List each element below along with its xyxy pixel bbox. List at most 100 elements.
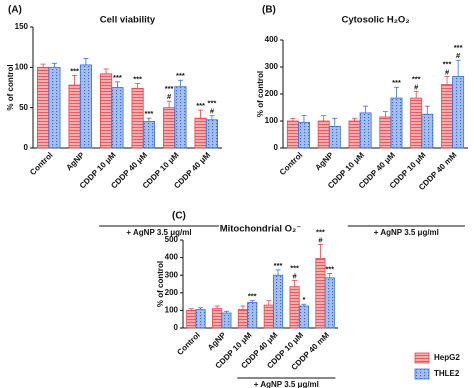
x-tick-label: Control [28,151,54,177]
y-tick-label: 300 [265,62,279,71]
bar [359,112,372,149]
legend-label: HepG2 [434,353,460,362]
panel-label: (B) [262,5,276,16]
bar [221,312,232,329]
bar [100,73,113,149]
bar [186,309,197,329]
chart-title: Cell viability [100,15,156,26]
y-tick-label: 0 [174,323,179,332]
error-bar [209,115,215,120]
significance-label: *** [196,101,205,110]
error-bar [240,305,246,310]
significance-label: # [167,92,172,101]
error-bar [352,117,358,121]
significance-label: *** [133,74,142,83]
error-bar [444,76,450,85]
error-bar [332,117,338,127]
group-label: + AgNP 3.5 μg/ml [126,228,191,237]
error-bar [72,75,78,86]
y-tick-label: 400 [165,253,179,262]
significance-label: *** [392,78,401,87]
error-bar [83,58,89,65]
significance-label: *** [412,74,421,83]
significance-label: *** [454,43,463,52]
error-bar [327,273,333,278]
bar [68,84,81,149]
error-bar [177,79,183,87]
bar [111,87,124,149]
significance-label: # [318,235,323,244]
error-bar [321,115,327,121]
significance-label: *** [443,59,452,68]
significance-label: *** [248,292,257,301]
y-tick-label: 150 [15,22,29,31]
y-tick-label: 100 [15,62,29,71]
bar [441,84,453,149]
error-bar [135,83,141,89]
significance-label: # [456,51,461,60]
y-tick-label: 300 [165,270,179,279]
bar [298,305,309,329]
group-label: + AgNP 3.5 μg/ml [374,228,439,237]
significance-label: # [445,67,450,76]
bar [348,120,361,149]
bar [390,97,403,149]
bar [194,117,207,149]
significance-label: *** [113,73,122,82]
y-tick-label: 0 [24,143,29,152]
y-tick-label: 50 [19,103,28,112]
bar [205,119,218,149]
significance-label: *** [145,109,154,118]
error-bar [103,68,109,74]
x-tick-label: AgNP [313,150,335,172]
bar [195,309,206,329]
error-bar [301,115,307,123]
bar [273,274,284,329]
error-bar [301,303,307,306]
bar [163,107,176,149]
error-bar [51,62,57,68]
bar [379,116,392,149]
significance-label: # [293,271,298,280]
error-bar [146,117,152,122]
error-bar [188,308,194,311]
error-bar [114,81,120,88]
error-bar [266,300,272,306]
bar [328,126,341,149]
error-bar [292,280,298,287]
y-tick-label: 200 [265,89,279,98]
y-tick-label: 100 [265,116,279,125]
error-bar [214,305,220,309]
bar [317,120,330,149]
error-bar [382,111,388,117]
error-bar [223,310,229,314]
bar [237,309,248,329]
significance-label: *** [325,264,334,273]
error-bar [40,63,46,68]
significance-label: # [210,107,215,116]
error-bar [413,90,419,99]
bar [298,121,310,149]
group-label: + AgNP 3.5 μg/ml [254,380,319,388]
y-tick-label: 0 [274,143,279,152]
bar [142,120,155,149]
x-tick-label: AgNP [206,330,228,352]
legend-swatch [414,368,430,380]
significance-label: *** [274,261,283,270]
error-bar [424,105,430,115]
bar [48,66,61,149]
bar [315,258,326,329]
panel-label: (A) [8,5,22,16]
error-bar [166,100,172,108]
error-bar [290,117,296,121]
bar [212,308,223,329]
bar [37,66,50,149]
y-axis-label: % of control [6,64,15,110]
error-bar [249,300,255,303]
y-tick-label: 500 [165,235,179,244]
bar [421,113,434,149]
y-tick-label: 200 [165,288,179,297]
bar [324,277,335,329]
bar [174,86,187,149]
